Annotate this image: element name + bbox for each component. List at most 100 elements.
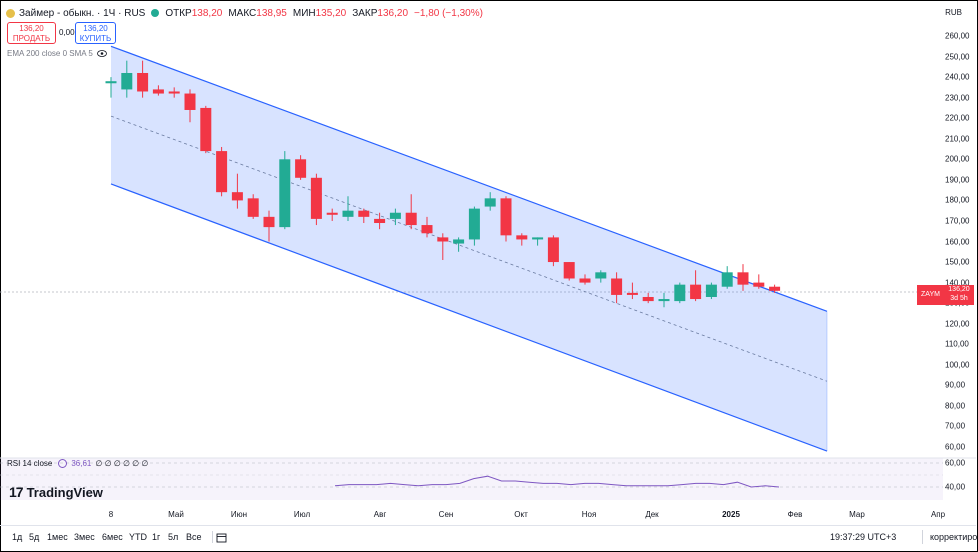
ticker-name: ZAYM <box>921 291 940 298</box>
price-tick: 240,00 <box>945 72 970 82</box>
price-tick: 90,00 <box>945 380 966 390</box>
price-tick: 150,00 <box>945 257 970 267</box>
candle-body <box>421 225 433 234</box>
price-tick: 260,00 <box>945 31 970 41</box>
candle-body <box>484 198 496 207</box>
time-tick: Сен <box>438 510 454 519</box>
buy-button[interactable]: 136,20 КУПИТЬ <box>75 22 116 44</box>
indicator-legend[interactable]: EMA 200 close 0 SMA 5 <box>7 49 107 58</box>
candle-body <box>374 218 386 224</box>
symbol-title[interactable]: Займер - обыкн. · 1Ч · RUS <box>19 7 146 19</box>
market-status-icon <box>151 9 160 17</box>
candle-body <box>595 272 607 279</box>
ema-label: EMA 200 close 0 SMA 5 <box>7 49 93 58</box>
range-button[interactable]: 1мес <box>47 532 68 542</box>
change-value: −1,80 (−1,30%) <box>414 7 483 19</box>
time-tick: Окт <box>514 510 528 519</box>
range-button[interactable]: 5л <box>168 532 179 542</box>
candle-body <box>184 93 196 110</box>
sell-button[interactable]: 136,20 ПРОДАТЬ <box>7 22 56 44</box>
candle-body <box>737 272 749 285</box>
candle-body <box>642 296 654 302</box>
symbol-logo-icon <box>6 8 15 18</box>
candle-body <box>326 212 338 215</box>
candle-body <box>437 237 449 242</box>
candle-body <box>342 210 354 217</box>
candle-body <box>105 81 117 84</box>
symbol-header: Займер - обыкн. · 1Ч · RUS ОТКР 138,20 М… <box>6 6 489 20</box>
candle-body <box>405 212 417 226</box>
currency-label[interactable]: RUB <box>945 8 962 17</box>
price-tick: 80,00 <box>945 401 966 411</box>
range-button[interactable]: 6мес <box>102 532 123 542</box>
candle-body <box>358 210 370 217</box>
rsi-settings-icon[interactable] <box>58 459 68 468</box>
candle-body <box>216 151 228 193</box>
rsi-legend[interactable]: RSI 14 close 36,61 ∅ ∅ ∅ ∅ ∅ ∅ <box>7 459 148 468</box>
candle-body <box>500 198 512 236</box>
bottom-toolbar: 1д 5д 1мес 3мес 6мес YTD 1г 5л Все 19:37:29 UTC+… <box>0 525 978 550</box>
candle-body <box>468 208 480 240</box>
time-tick: Ноя <box>581 510 597 519</box>
price-tick: 60,00 <box>945 442 966 452</box>
tradingview-mark-icon: 17 <box>9 484 24 500</box>
range-button[interactable]: 3мес <box>74 532 95 542</box>
candle-body <box>579 278 591 283</box>
adjustment-toggle[interactable]: корректирование <box>930 532 978 542</box>
buy-label: КУПИТЬ <box>79 34 112 43</box>
candle-body <box>705 284 717 297</box>
regression-channel-fill <box>111 46 827 452</box>
candle-body <box>137 72 149 92</box>
time-tick: Июн <box>230 510 248 519</box>
candle-body <box>690 284 702 300</box>
open-value: 138,20 <box>191 7 223 19</box>
buy-price: 136,20 <box>83 24 108 33</box>
range-button[interactable]: 1д <box>12 532 23 542</box>
last-price: 136,20 <box>948 286 970 293</box>
candle-body <box>769 286 781 291</box>
spread-value: 0,00 <box>59 28 75 37</box>
candle-body <box>721 272 733 287</box>
candle-body <box>453 239 465 244</box>
calendar-icon[interactable] <box>212 531 227 543</box>
ticker-tag: ZAYM <box>917 285 944 305</box>
range-button[interactable]: 1г <box>152 532 161 542</box>
price-tick: 200,00 <box>945 154 970 164</box>
candle-body <box>152 89 164 94</box>
candle-body <box>231 192 243 201</box>
candle-body <box>516 235 528 240</box>
tradingview-logo[interactable]: 17 TradingView <box>9 484 103 500</box>
candle-body <box>611 278 623 295</box>
candle-body <box>547 237 559 263</box>
high-value: 138,95 <box>256 7 287 19</box>
candle-body <box>563 262 575 279</box>
low-value: 135,20 <box>315 7 347 19</box>
channel-middle-line <box>110 115 828 382</box>
open-label: ОТКР <box>165 7 192 19</box>
range-button[interactable]: 5д <box>29 532 40 542</box>
candle-body <box>200 107 212 152</box>
range-button[interactable]: YTD <box>129 532 147 542</box>
time-tick: Июл <box>293 510 311 519</box>
rsi-value: 36,61 <box>71 459 92 468</box>
time-tick: 8 <box>108 510 114 519</box>
range-button[interactable]: Все <box>186 532 202 542</box>
high-label: МАКС <box>228 7 257 19</box>
price-tick: 110,00 <box>945 339 969 349</box>
toolbar-divider <box>922 530 923 544</box>
low-label: МИН <box>292 7 316 19</box>
time-tick: 2025 <box>722 510 740 519</box>
price-tick: 220,00 <box>945 113 970 123</box>
last-price-tag: 136,20 3d 5h <box>944 285 974 305</box>
candle-body <box>295 159 307 178</box>
clock[interactable]: 19:37:29 UTC+3 <box>830 532 897 542</box>
price-tick: 160,00 <box>945 237 970 246</box>
sell-price: 136,20 <box>19 24 44 33</box>
time-tick: Мар <box>849 510 865 519</box>
candle-body <box>626 292 638 295</box>
candle-body <box>247 198 259 217</box>
sell-label: ПРОДАТЬ <box>12 34 51 43</box>
eye-icon[interactable] <box>96 50 107 57</box>
channel-upper-line <box>110 45 828 312</box>
